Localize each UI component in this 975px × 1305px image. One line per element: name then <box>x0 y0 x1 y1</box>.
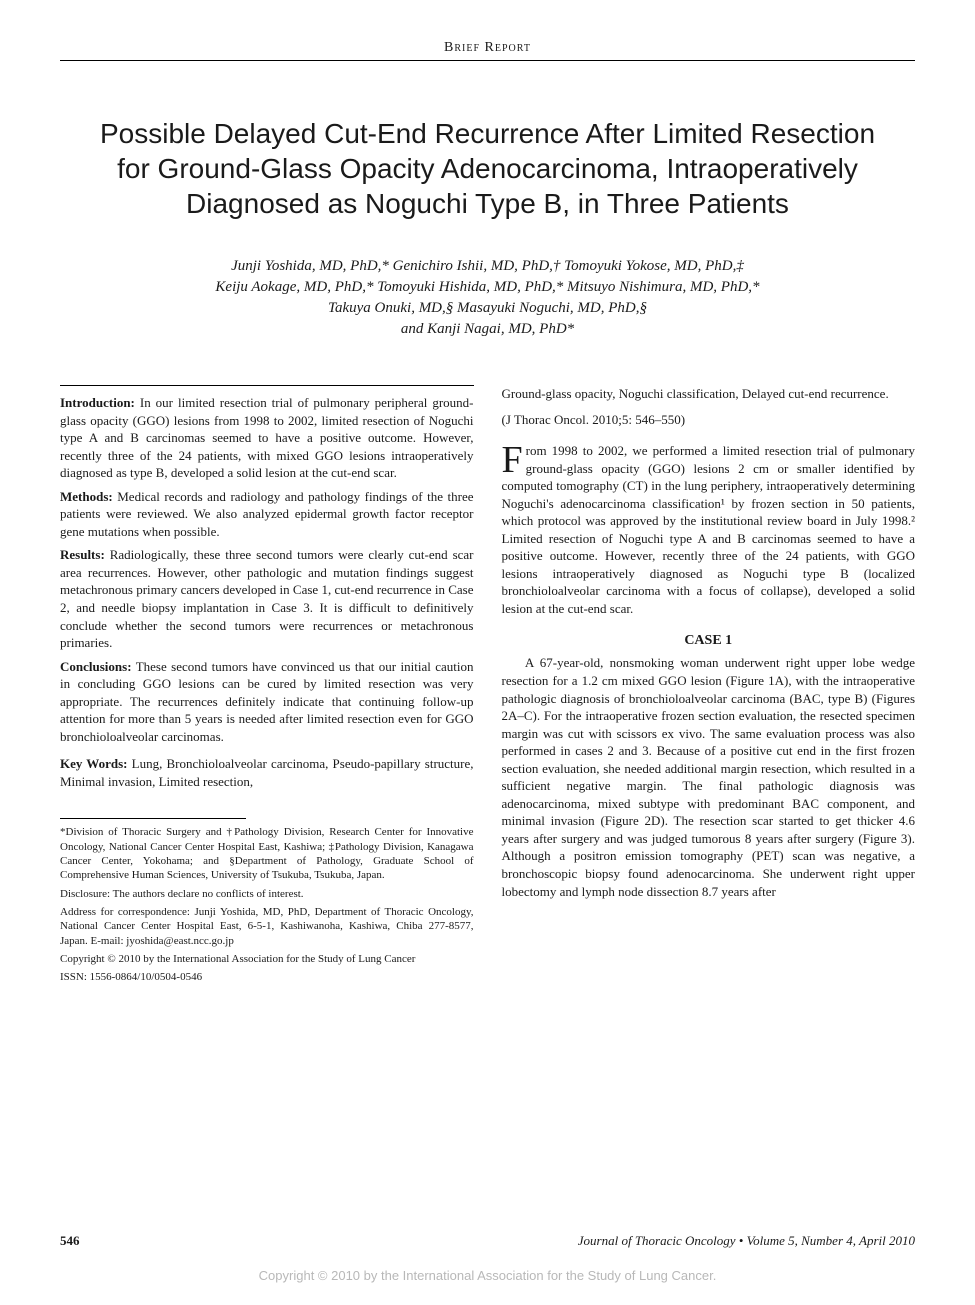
keywords-label: Key Words: <box>60 756 127 771</box>
page-footer: 546 Journal of Thoracic Oncology • Volum… <box>60 1233 915 1249</box>
issn: ISSN: 1556-0864/10/0504-0546 <box>60 970 474 984</box>
abstract-label: Methods: <box>60 489 113 504</box>
page-number: 546 <box>60 1233 80 1249</box>
article-title: Possible Delayed Cut-End Recurrence Afte… <box>90 116 885 221</box>
authors-line: and Kanji Nagai, MD, PhD* <box>60 319 915 340</box>
abstract-text: Medical records and radiology and pathol… <box>60 489 474 539</box>
authors-line: Junji Yoshida, MD, PhD,* Genichiro Ishii… <box>60 256 915 277</box>
affiliation-rule <box>60 818 246 819</box>
keywords-continuation: Ground-glass opacity, Noguchi classifica… <box>502 385 916 403</box>
abstract-methods: Methods: Medical records and radiology a… <box>60 488 474 541</box>
authors-line: Keiju Aokage, MD, PhD,* Tomoyuki Hishida… <box>60 277 915 298</box>
disclosure: Disclosure: The authors declare no confl… <box>60 887 474 901</box>
bottom-copyright: Copyright © 2010 by the International As… <box>0 1268 975 1283</box>
abstract-label: Introduction: <box>60 395 135 410</box>
abstract-introduction: Introduction: In our limited resection t… <box>60 394 474 482</box>
journal-info: Journal of Thoracic Oncology • Volume 5,… <box>578 1233 915 1249</box>
right-column: Ground-glass opacity, Noguchi classifica… <box>502 385 916 988</box>
affiliations-block: *Division of Thoracic Surgery and †Patho… <box>60 825 474 984</box>
citation: (J Thorac Oncol. 2010;5: 546–550) <box>502 411 916 429</box>
intro-text: rom 1998 to 2002, we performed a limited… <box>502 443 916 616</box>
case-1-heading: CASE 1 <box>502 632 916 651</box>
abstract-results: Results: Radiologically, these three sec… <box>60 546 474 651</box>
introduction-paragraph: F rom 1998 to 2002, we performed a limit… <box>502 442 916 617</box>
authors-line: Takuya Onuki, MD,§ Masayuki Noguchi, MD,… <box>60 298 915 319</box>
authors-block: Junji Yoshida, MD, PhD,* Genichiro Ishii… <box>60 256 915 340</box>
two-column-body: Introduction: In our limited resection t… <box>60 385 915 988</box>
section-header: Brief Report <box>60 40 915 61</box>
case-1-body: A 67-year-old, nonsmoking woman underwen… <box>502 654 916 900</box>
keywords: Key Words: Lung, Bronchioloalveolar carc… <box>60 755 474 790</box>
copyright-line: Copyright © 2010 by the International As… <box>60 952 474 966</box>
affiliation-departments: *Division of Thoracic Surgery and †Patho… <box>60 825 474 882</box>
left-column: Introduction: In our limited resection t… <box>60 385 474 988</box>
correspondence: Address for correspondence: Junji Yoshid… <box>60 905 474 948</box>
abstract-label: Conclusions: <box>60 659 132 674</box>
abstract-label: Results: <box>60 547 105 562</box>
abstract: Introduction: In our limited resection t… <box>60 394 474 745</box>
abstract-conclusions: Conclusions: These second tumors have co… <box>60 658 474 746</box>
dropcap: F <box>502 442 526 475</box>
abstract-text: Radiologically, these three second tumor… <box>60 547 474 650</box>
